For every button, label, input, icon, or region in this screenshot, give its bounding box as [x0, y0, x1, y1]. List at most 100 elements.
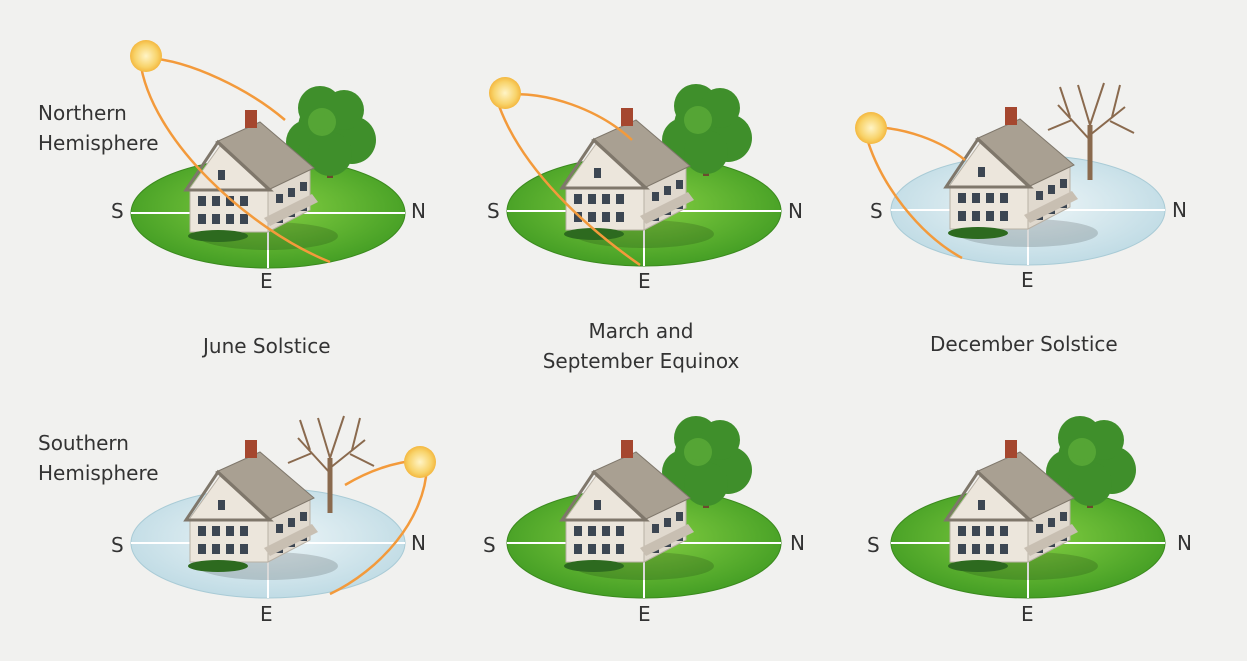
south-label: S [870, 199, 883, 223]
tree-foliage [684, 462, 728, 506]
house-window [972, 544, 980, 554]
house-window [1060, 179, 1067, 188]
tree-branch [1059, 86, 1071, 118]
equinox-label-line1: March and [588, 319, 694, 343]
house-bushes [564, 560, 624, 572]
house-window [652, 524, 659, 533]
house-window [986, 544, 994, 554]
house-window [986, 526, 994, 536]
house-bushes [564, 228, 624, 240]
house-window [616, 544, 624, 554]
tree-branch [329, 439, 366, 469]
house-window [588, 194, 596, 204]
house-window [212, 544, 220, 554]
house-window [616, 212, 624, 222]
house-bushes [948, 227, 1008, 239]
southern-label-line2: Hemisphere [38, 461, 159, 485]
south-label: S [111, 199, 124, 223]
tree-branch [329, 415, 345, 459]
house-window [594, 168, 601, 178]
house-roof-edge [183, 469, 274, 522]
tree-highlight [684, 106, 712, 134]
house-window [212, 214, 220, 224]
house-window [198, 526, 206, 536]
tree-foliage [684, 130, 728, 174]
tree-branch [1089, 82, 1105, 126]
house-chimney [1005, 440, 1017, 458]
house-icon [559, 108, 714, 248]
tree-branch [287, 452, 313, 464]
house-window [1048, 185, 1055, 194]
tree-highlight [308, 108, 336, 136]
house-window [288, 188, 295, 197]
house-window [972, 193, 980, 203]
tree-highlight [684, 438, 712, 466]
sun-path-arc [146, 56, 286, 121]
house-window [226, 196, 234, 206]
house-window [616, 194, 624, 204]
house-window [1000, 544, 1008, 554]
east-label: E [260, 269, 273, 293]
house-window [652, 192, 659, 201]
house-window [1036, 191, 1043, 200]
house-window [972, 526, 980, 536]
tree-branch [1089, 106, 1126, 136]
sun-path-arc [872, 125, 966, 161]
tree-icon [662, 84, 752, 176]
house-porch [264, 524, 318, 556]
house-window [616, 526, 624, 536]
equinox-label: March and September Equinox [533, 316, 749, 376]
tree-branch [1111, 84, 1121, 118]
house-window [958, 193, 966, 203]
house-window [240, 544, 248, 554]
house-window [226, 526, 234, 536]
sun-icon [489, 77, 521, 109]
house-window [574, 526, 582, 536]
house-window [240, 214, 248, 224]
house-window [226, 214, 234, 224]
bare-tree-icon [1047, 82, 1135, 180]
house-icon [943, 107, 1098, 247]
tree-branch [1077, 84, 1091, 126]
southern-hemisphere-label: Southern Hemisphere [38, 428, 159, 488]
house-window [664, 186, 671, 195]
east-label: E [1021, 602, 1034, 626]
house-chimney [621, 108, 633, 126]
house-roof-edge [559, 137, 650, 190]
east-label: E [638, 269, 651, 293]
tree-branch [349, 453, 375, 467]
northern-hemisphere-label: Northern Hemisphere [38, 98, 159, 158]
house-roof-edge [559, 469, 650, 522]
house-window [574, 544, 582, 554]
house-window [198, 196, 206, 206]
house-window [276, 194, 283, 203]
tree-branch [317, 417, 331, 459]
house-porch [1024, 524, 1078, 556]
house-bushes [948, 560, 1008, 572]
southern-label-line1: Southern [38, 431, 129, 455]
house-window [212, 526, 220, 536]
house-window [972, 211, 980, 221]
house-window [1036, 524, 1043, 533]
north-label: N [411, 199, 426, 223]
house-window [602, 212, 610, 222]
house-window [958, 211, 966, 221]
tree-highlight [1068, 438, 1096, 466]
house-window [958, 544, 966, 554]
house-window [198, 214, 206, 224]
house-window [676, 512, 683, 521]
house-window [300, 182, 307, 191]
house-window [240, 196, 248, 206]
house-roof-edge [183, 139, 274, 192]
house-window [226, 544, 234, 554]
tree-branch [297, 437, 331, 474]
house-window [1000, 193, 1008, 203]
south-label: S [111, 533, 124, 557]
house-chimney [1005, 107, 1017, 125]
house-porch [1024, 191, 1078, 223]
house-window [1060, 512, 1067, 521]
tree-icon [286, 86, 376, 178]
house-window [978, 167, 985, 177]
house-bushes [188, 230, 248, 242]
